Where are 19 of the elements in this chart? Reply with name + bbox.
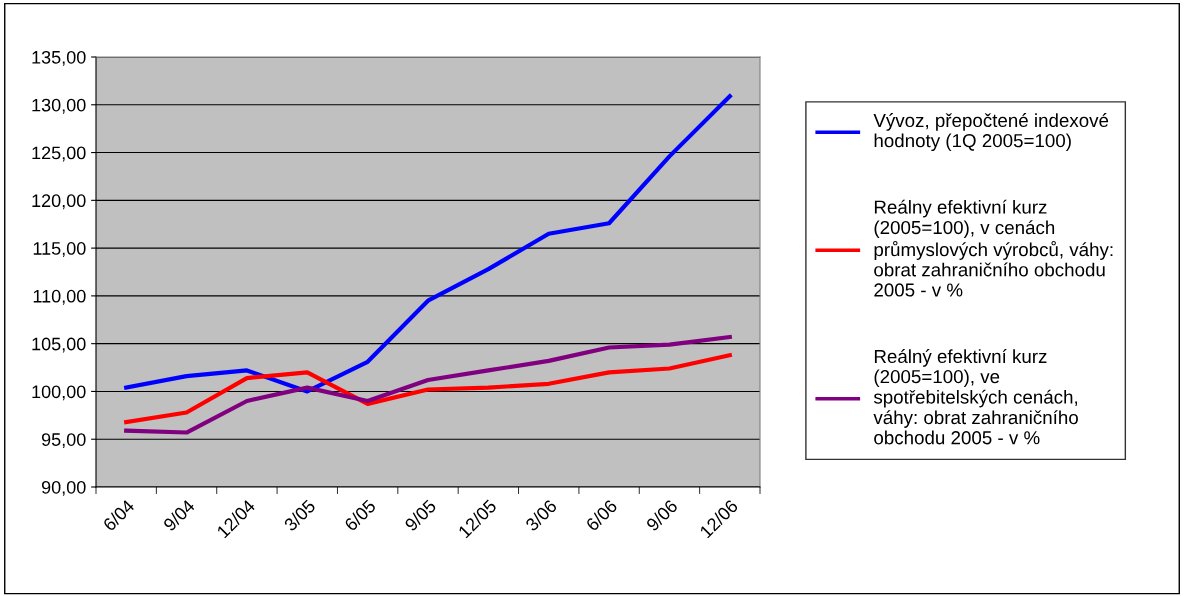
- y-tick-label: 100,00: [32, 385, 86, 401]
- y-tick-label: 95,00: [41, 433, 86, 449]
- y-tick-label: 125,00: [32, 146, 86, 162]
- y-tick-label: 90,00: [41, 480, 86, 496]
- y-tick-label: 130,00: [32, 98, 86, 114]
- line-series: [124, 94, 732, 394]
- x-tick-label: 6/04: [101, 498, 136, 532]
- legend-label: Reálný efektivní kurz (2005=100), ve spotřebitelských cenách, váhy: obrat zahraničního obchodu 2005 - v %: [873, 349, 1078, 445]
- y-tick-label: 110,00: [33, 289, 86, 305]
- y-tick-label: 115,00: [33, 242, 86, 257]
- line-series: [124, 353, 732, 425]
- y-tick-label: 120,00: [32, 194, 86, 210]
- y-tick-label: 135,00: [32, 50, 86, 66]
- x-tick-label: 6/05: [343, 498, 377, 532]
- legend-label: Reálny efektivní kurz (2005=100), v cenách průmyslových výrobců, váhy: obrat zahraničního obchodu 2005 - v %: [874, 199, 1113, 297]
- x-tick-label: 6/06: [584, 498, 618, 532]
- legend-label: Vývoz, přepočtené indexové hodnoty (1Q 2005=100): [873, 113, 1109, 152]
- y-tick-label: 105,00: [32, 337, 86, 353]
- line-series: [124, 334, 732, 435]
